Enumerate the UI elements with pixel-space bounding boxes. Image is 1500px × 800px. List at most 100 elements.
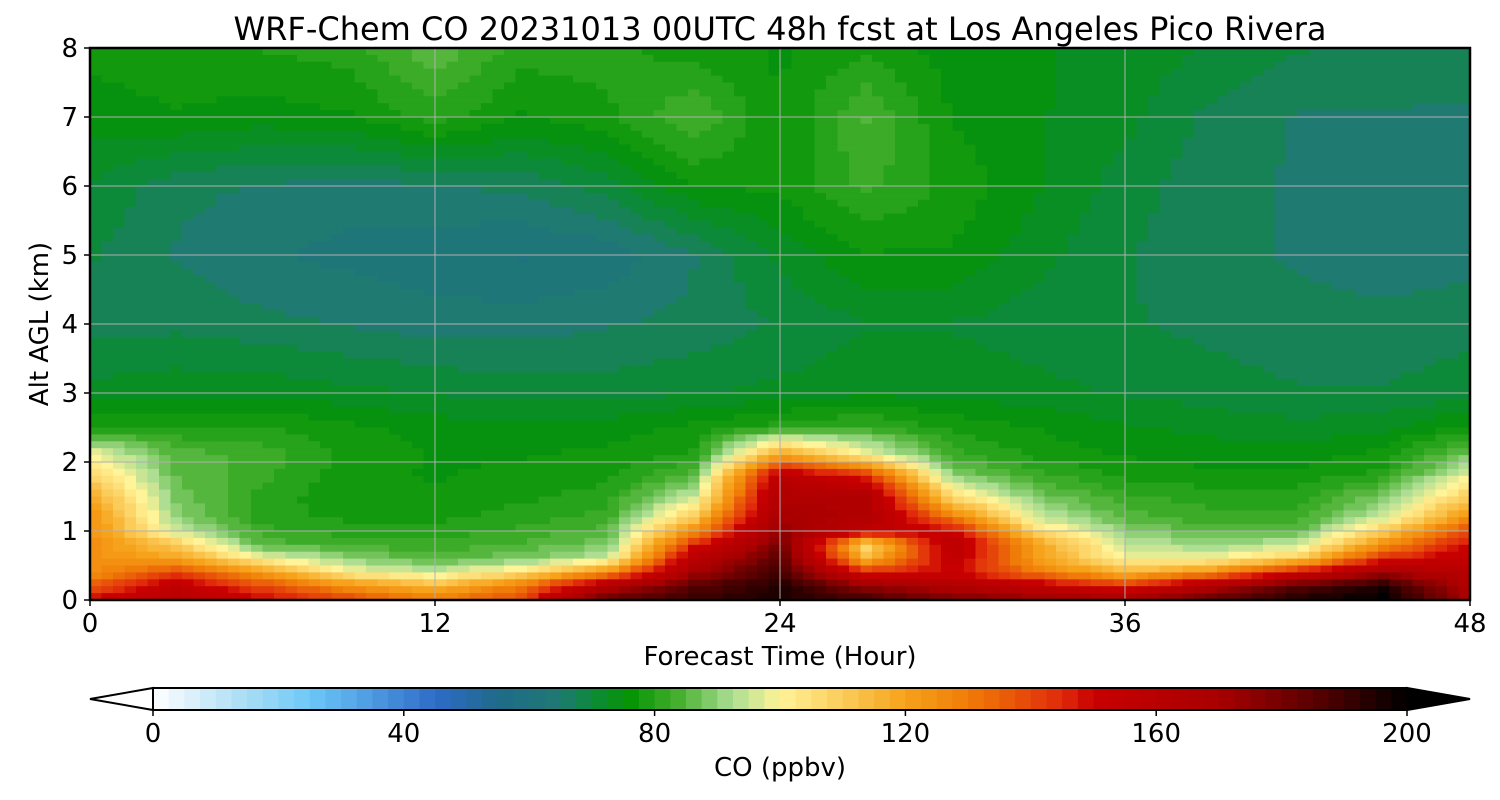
heatmap-cell	[1079, 303, 1092, 311]
heatmap-cell	[1343, 255, 1356, 263]
heatmap-cell	[630, 48, 643, 56]
heatmap-cell	[1171, 234, 1184, 242]
heatmap-cell	[619, 144, 632, 153]
heatmap-cell	[1205, 268, 1218, 277]
heatmap-cell	[1355, 248, 1368, 256]
heatmap-cell	[101, 54, 114, 63]
heatmap-cell	[826, 324, 839, 332]
heatmap-cell	[550, 123, 563, 132]
heatmap-cell	[630, 123, 643, 132]
heatmap-cell	[1355, 296, 1368, 304]
heatmap-cell	[975, 289, 988, 297]
heatmap-cell	[1079, 151, 1092, 159]
heatmap-cell	[872, 317, 885, 325]
heatmap-cell	[1447, 137, 1460, 146]
heatmap-cell	[308, 330, 321, 339]
heatmap-cell	[1159, 48, 1172, 56]
heatmap-cell	[193, 54, 206, 63]
heatmap-cell	[90, 303, 103, 311]
heatmap-cell	[1194, 199, 1207, 208]
heatmap-cell	[1320, 117, 1333, 125]
heatmap-cell	[1366, 227, 1379, 235]
heatmap-cell	[1102, 96, 1115, 104]
heatmap-cell	[768, 220, 781, 228]
heatmap-cell	[400, 172, 413, 180]
heatmap-cell	[343, 261, 356, 270]
heatmap-cell	[90, 227, 103, 235]
heatmap-cell	[1435, 165, 1448, 173]
heatmap-cell	[745, 248, 758, 256]
heatmap-cell	[1355, 275, 1368, 284]
heatmap-cell	[1332, 82, 1345, 90]
heatmap-cell	[101, 172, 114, 180]
heatmap-cell	[803, 172, 816, 180]
heatmap-cell	[1389, 96, 1402, 104]
heatmap-cell	[745, 275, 758, 284]
heatmap-cell	[1378, 144, 1391, 153]
heatmap-cell	[1366, 186, 1379, 194]
heatmap-cell	[1205, 89, 1218, 97]
heatmap-cell	[722, 165, 735, 173]
heatmap-cell	[860, 103, 873, 111]
heatmap-cell	[1297, 82, 1310, 90]
heatmap-cell	[1343, 158, 1356, 166]
heatmap-cell	[1343, 324, 1356, 332]
heatmap-cell	[952, 96, 965, 104]
heatmap-cell	[918, 227, 931, 235]
heatmap-cell	[803, 261, 816, 270]
heatmap-cell	[124, 68, 137, 77]
heatmap-cell	[1389, 54, 1402, 63]
heatmap-cell	[1355, 68, 1368, 77]
heatmap-cell	[297, 282, 310, 291]
heatmap-cell	[251, 137, 264, 146]
heatmap-cell	[1251, 303, 1264, 311]
heatmap-cell	[262, 303, 275, 311]
heatmap-cell	[975, 130, 988, 139]
heatmap-cell	[239, 227, 252, 235]
heatmap-cell	[262, 317, 275, 325]
heatmap-cell	[216, 317, 229, 325]
heatmap-cell	[596, 117, 609, 125]
heatmap-cell	[136, 241, 149, 249]
heatmap-cell	[515, 241, 528, 249]
heatmap-cell	[1079, 213, 1092, 222]
heatmap-cell	[642, 282, 655, 291]
heatmap-cell	[1217, 75, 1230, 84]
heatmap-cell	[297, 317, 310, 325]
heatmap-cell	[469, 123, 482, 132]
heatmap-cell	[262, 248, 275, 256]
heatmap-cell	[1389, 289, 1402, 297]
heatmap-cell	[849, 54, 862, 63]
heatmap-cell	[722, 227, 735, 235]
heatmap-cell	[147, 179, 160, 187]
heatmap-cell	[205, 172, 218, 180]
heatmap-cell	[688, 199, 701, 208]
heatmap-cell	[814, 165, 827, 173]
heatmap-cell	[251, 96, 264, 104]
heatmap-cell	[1320, 220, 1333, 228]
heatmap-cell	[343, 82, 356, 90]
heatmap-cell	[239, 220, 252, 228]
heatmap-cell	[400, 199, 413, 208]
heatmap-cell	[90, 89, 103, 97]
heatmap-cell	[929, 227, 942, 235]
heatmap-cell	[975, 303, 988, 311]
heatmap-cell	[1435, 179, 1448, 187]
heatmap-cell	[251, 130, 264, 139]
heatmap-cell	[860, 268, 873, 277]
heatmap-cell	[619, 151, 632, 159]
heatmap-cell	[251, 317, 264, 325]
heatmap-cell	[929, 68, 942, 77]
heatmap-cell	[883, 110, 896, 118]
heatmap-cell	[1205, 317, 1218, 325]
heatmap-cell	[412, 303, 425, 311]
heatmap-cell	[504, 192, 517, 201]
heatmap-cell	[239, 234, 252, 242]
heatmap-cell	[1297, 199, 1310, 208]
heatmap-cell	[469, 261, 482, 270]
heatmap-cell	[435, 151, 448, 159]
heatmap-cell	[630, 303, 643, 311]
heatmap-cell	[653, 248, 666, 256]
heatmap-cell	[768, 330, 781, 339]
heatmap-cell	[1033, 158, 1046, 166]
